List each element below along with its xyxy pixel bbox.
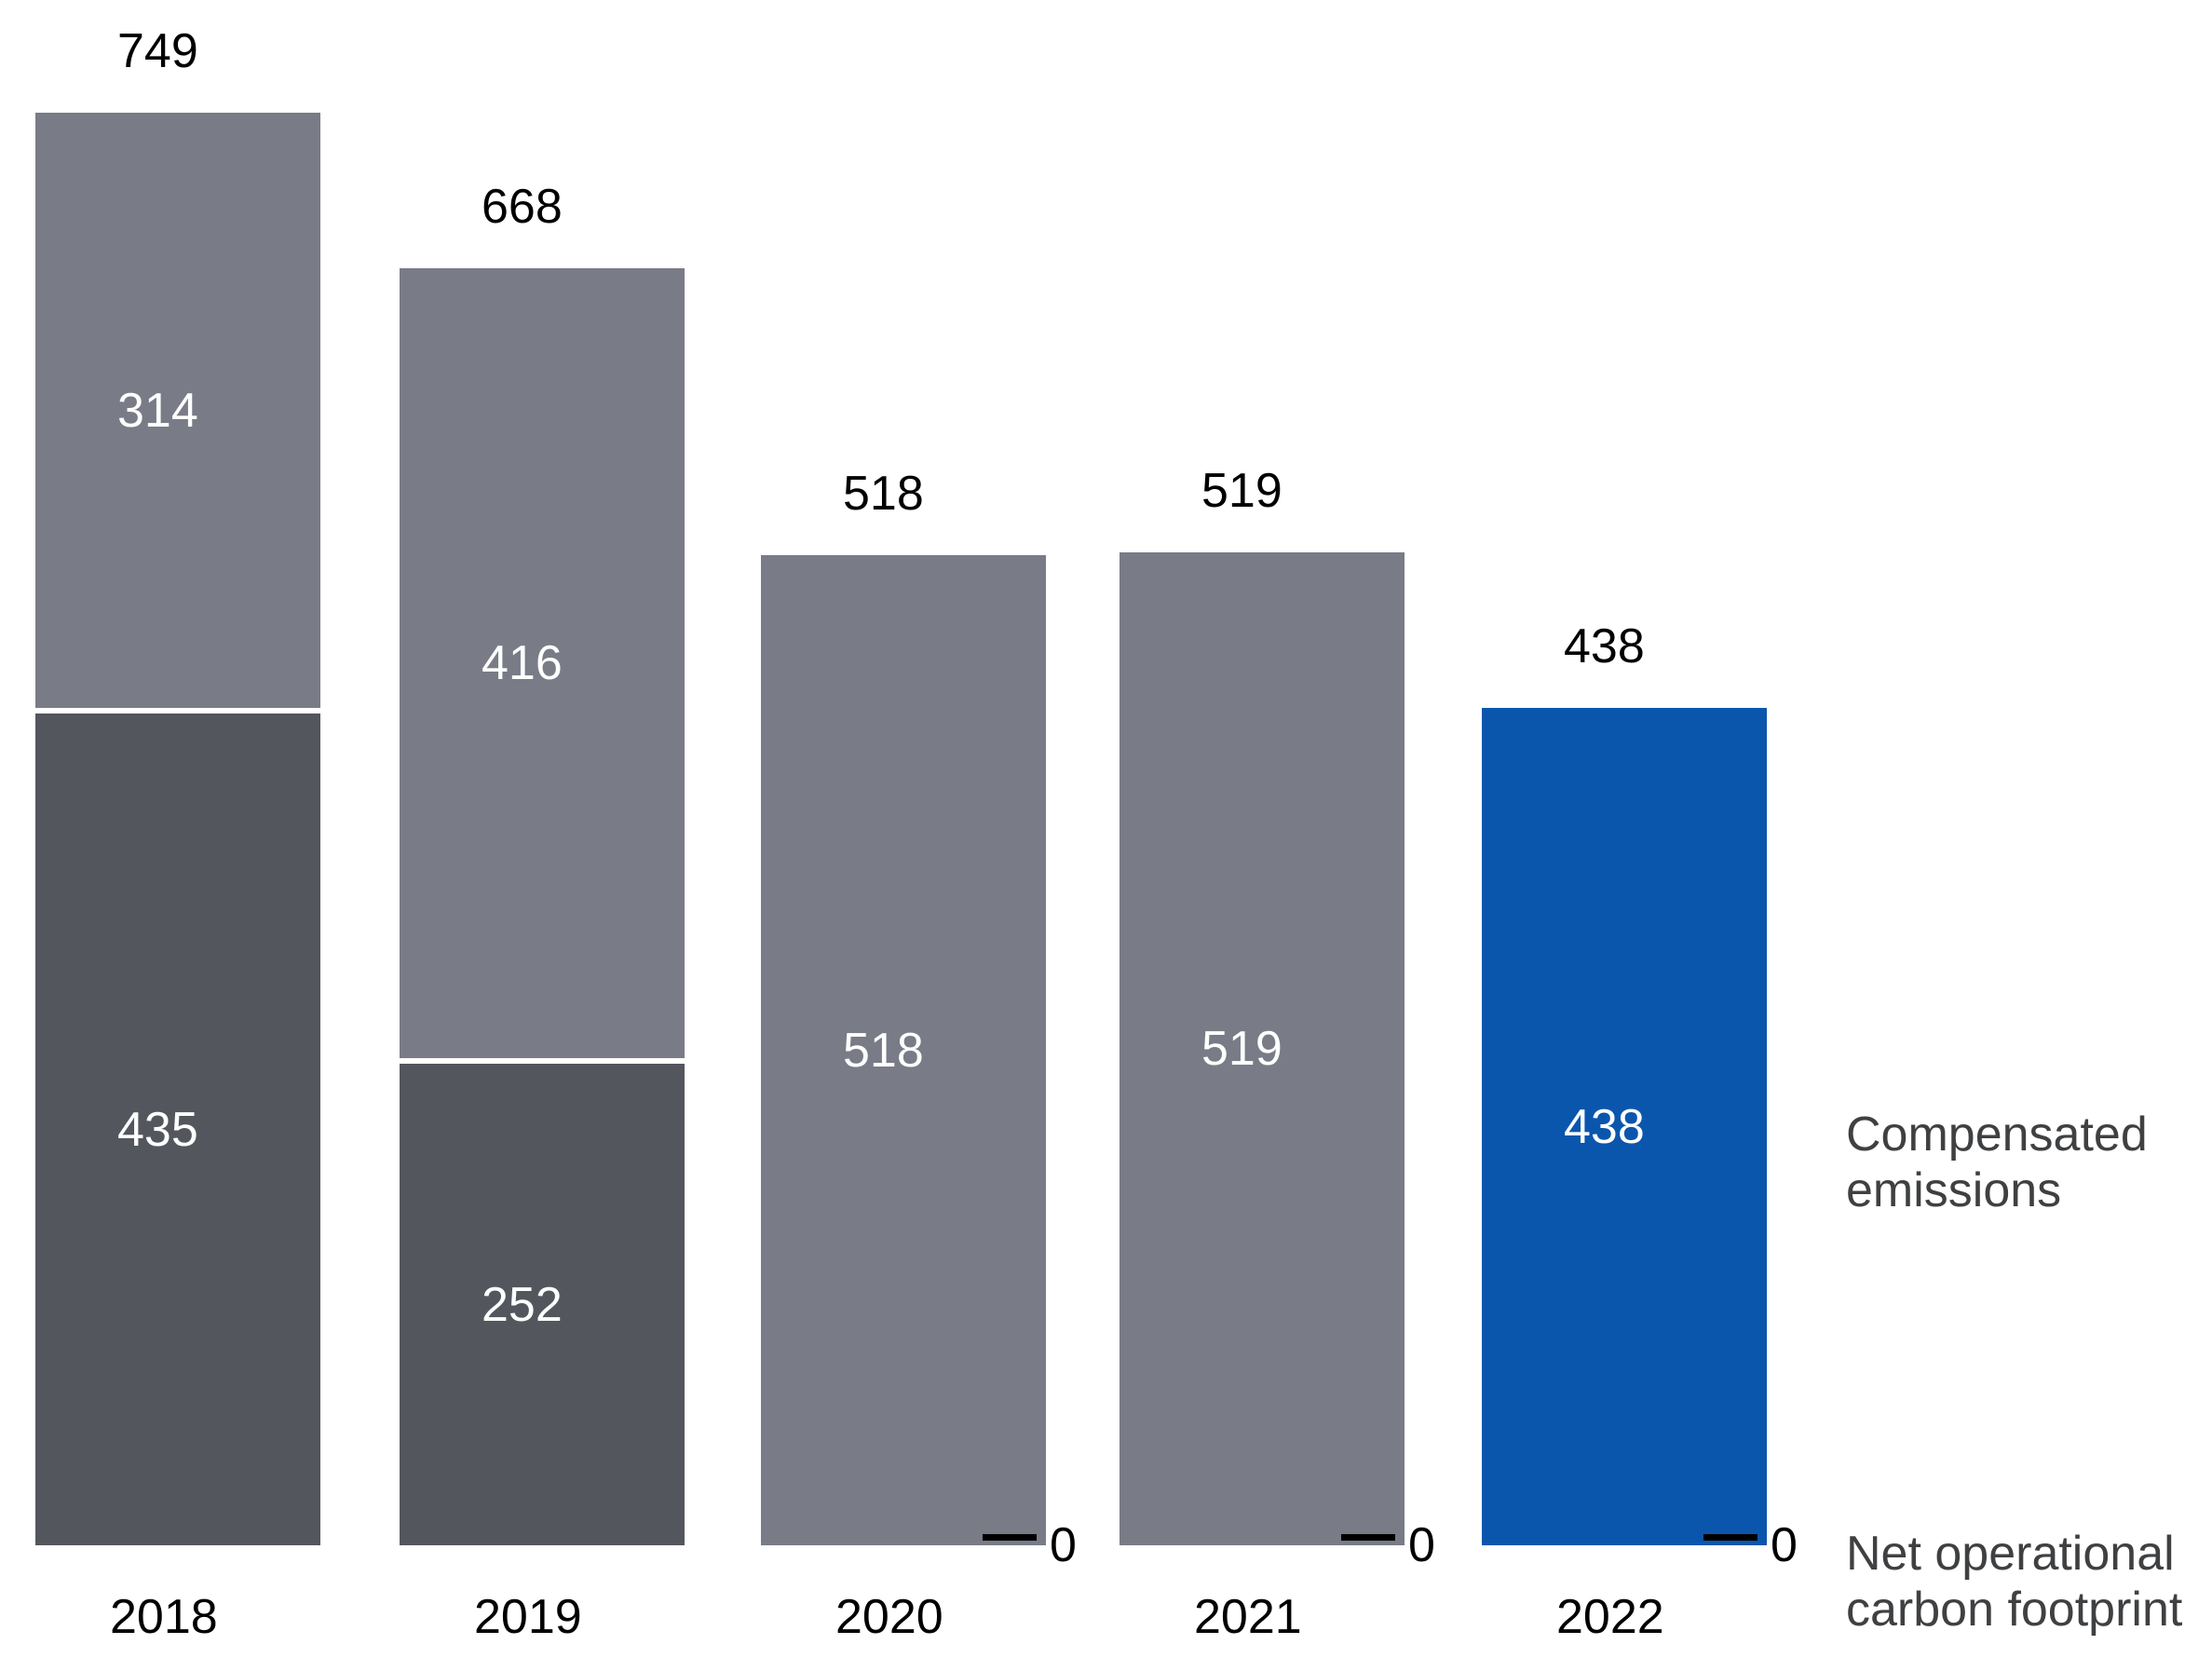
segment-compensated-emissions: 314 [35,113,320,713]
zero-value-label: 0 [1408,1518,1435,1572]
zero-value-label: 0 [1050,1518,1077,1572]
bar-total-label: 668 [482,180,563,234]
bar-2020: 518 0 [761,555,1077,1570]
x-axis-label-2021: 2021 [1194,1590,1302,1644]
segment-value-label: 314 [117,383,198,438]
zero-marker-dash [1341,1534,1395,1541]
bar-total-label: 438 [1564,619,1645,673]
legend-net-operational-carbon-footprint: Net operational carbon footprint [1846,1527,2183,1637]
segment-value-label: 519 [1201,1022,1282,1076]
zero-marker-dash [983,1534,1037,1541]
bar-2022: 438 0 [1482,708,1798,1570]
segment-value-label: 252 [482,1277,563,1332]
x-axis-label-2019: 2019 [474,1590,582,1644]
zero-marker-dash [1703,1534,1757,1541]
legend-compensated-emissions: Compensated emissions [1846,1108,2148,1217]
x-axis-label-2020: 2020 [835,1590,943,1644]
bar-total-label: 749 [117,24,198,78]
segment-value-label: 518 [843,1023,924,1078]
x-axis-label-2018: 2018 [110,1590,218,1644]
bar-2019: 416 252 [400,268,685,1545]
segment-compensated-emissions: 416 [400,268,685,1064]
segment-net-operational: 252 [400,1064,685,1545]
segment-value-label: 435 [117,1102,198,1157]
segment-compensated-emissions: 438 [1482,708,1767,1545]
segment-compensated-emissions: 518 [761,555,1046,1545]
segment-compensated-emissions: 519 [1120,552,1405,1545]
zero-value-label: 0 [1771,1518,1798,1572]
segment-net-operational: 435 [35,713,320,1545]
bar-2018: 314 435 [35,113,320,1545]
segment-value-label: 438 [1564,1099,1645,1154]
bar-2021: 519 0 [1120,552,1435,1570]
bar-total-label: 519 [1201,464,1282,518]
segment-value-label: 416 [482,636,563,690]
bar-total-label: 518 [843,467,924,521]
x-axis-label-2022: 2022 [1556,1590,1664,1644]
